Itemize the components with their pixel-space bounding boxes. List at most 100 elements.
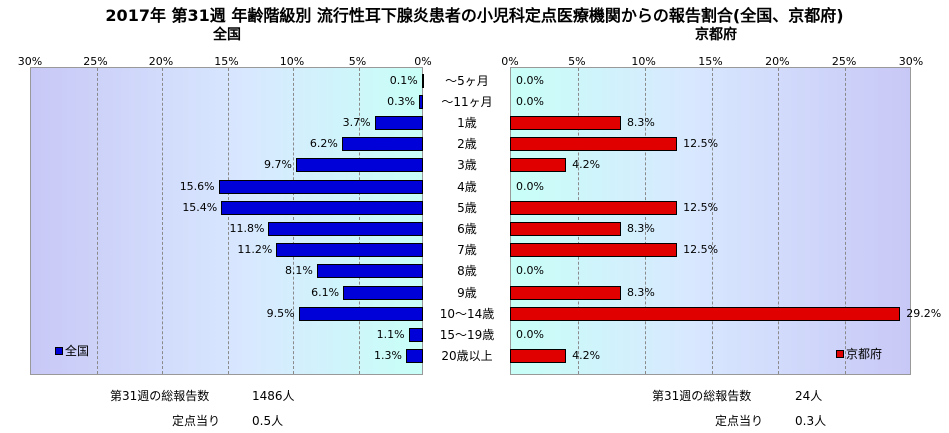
bar-kyoto (510, 221, 621, 236)
legend-left: 全国 (55, 342, 89, 359)
chart-title: 2017年 第31週 年齢階級別 流行性耳下腺炎患者の小児科定点医療機関からの報… (105, 6, 844, 25)
right-tick-label: 30% (898, 55, 924, 68)
right-panel-subtitle: 京都府 (695, 27, 737, 43)
right-tick-label: 25% (831, 55, 857, 68)
data-label-zenkoku: 3.7% (342, 115, 371, 129)
left-panel-subtitle: 全国 (213, 27, 241, 43)
bar-zenkoku (421, 73, 424, 88)
data-label-kyoto: 8.3% (626, 285, 655, 299)
data-label-kyoto: 4.2% (572, 349, 601, 363)
gridline-left-20 (162, 68, 163, 374)
bar-kyoto (510, 137, 678, 152)
bar-zenkoku (408, 327, 423, 342)
data-label-kyoto: 0.0% (516, 94, 544, 108)
legend-right: 京都府 (836, 345, 882, 362)
category-label: 8歳 (457, 264, 477, 279)
bar-kyoto (510, 349, 567, 364)
right-tick-label: 15% (698, 55, 723, 68)
data-label-kyoto: 4.2% (572, 158, 601, 172)
data-label-kyoto: 29.2% (906, 306, 942, 320)
bar-zenkoku (374, 115, 423, 130)
gridline-right-10 (644, 68, 646, 374)
footer-left-per-label: 定点当り (172, 414, 221, 428)
gridline-right-5 (577, 68, 579, 374)
footer-right-per-label: 定点当り (715, 414, 764, 428)
right-tick-label: 10% (631, 55, 656, 68)
category-label: ～5ヶ月 (445, 73, 489, 88)
category-label: 15～19歳 (439, 327, 495, 342)
data-label-zenkoku: 0.3% (387, 94, 416, 108)
footer-right-total-label: 第31週の総報告数 (652, 389, 752, 403)
bar-zenkoku (221, 200, 423, 215)
bar-kyoto (510, 285, 621, 300)
data-label-zenkoku: 11.2% (237, 243, 273, 257)
bar-zenkoku (316, 264, 423, 279)
gridline-right-15 (711, 68, 713, 374)
category-label: 10～14歳 (439, 306, 495, 321)
data-label-zenkoku: 9.5% (266, 306, 295, 320)
footer-right-total-value: 24人 (795, 389, 823, 403)
category-label: ～11ヶ月 (441, 94, 493, 109)
data-label-kyoto: 8.3% (626, 115, 655, 129)
data-label-kyoto: 0.0% (516, 73, 544, 87)
data-label-zenkoku: 6.1% (311, 285, 340, 299)
bar-zenkoku (295, 158, 423, 173)
data-label-zenkoku: 11.8% (229, 221, 265, 235)
category-label: 3歳 (457, 158, 477, 173)
legend-label-kyoto: 京都府 (846, 347, 883, 361)
data-label-zenkoku: 1.1% (376, 327, 405, 341)
legend-label-zenkoku: 全国 (65, 344, 90, 358)
data-label-kyoto: 0.0% (516, 179, 544, 193)
bar-zenkoku (405, 349, 423, 364)
left-tick-label: 15% (214, 55, 239, 68)
left-plot-area (30, 67, 423, 375)
data-label-kyoto: 8.3% (626, 221, 655, 235)
bar-kyoto (510, 243, 678, 258)
bar-zenkoku (276, 243, 423, 258)
data-label-kyoto: 0.0% (516, 264, 544, 278)
gridline-left-5 (358, 68, 360, 374)
category-label: 2歳 (457, 137, 477, 152)
footer-right-per-value: 0.3人 (795, 414, 827, 428)
data-label-zenkoku: 6.2% (309, 137, 338, 151)
gridline-right-20 (778, 68, 780, 374)
data-label-kyoto: 0.0% (516, 327, 544, 341)
category-label: 1歳 (457, 115, 477, 130)
bar-zenkoku (419, 94, 423, 109)
bar-zenkoku (341, 137, 423, 152)
bar-kyoto (510, 200, 678, 215)
data-label-zenkoku: 0.1% (389, 73, 418, 87)
bar-zenkoku (268, 221, 423, 236)
data-label-zenkoku: 9.7% (263, 158, 292, 172)
legend-swatch-kyoto (836, 349, 844, 358)
gridline-right-25 (845, 68, 847, 374)
left-tick-label: 0% (414, 55, 432, 68)
bar-kyoto (510, 306, 901, 321)
data-label-zenkoku: 15.6% (179, 179, 215, 193)
gridline-left-15 (227, 68, 229, 374)
data-label-zenkoku: 8.1% (284, 264, 313, 278)
data-label-kyoto: 12.5% (683, 200, 719, 214)
right-tick-label: 0% (501, 55, 519, 68)
footer-left-total-label: 第31週の総報告数 (110, 389, 210, 403)
data-label-zenkoku: 15.4% (182, 200, 218, 214)
data-label-kyoto: 12.5% (683, 243, 719, 257)
category-label: 6歳 (457, 221, 477, 236)
left-tick-label: 20% (148, 55, 174, 68)
bar-zenkoku (343, 285, 423, 300)
gridline-left-25 (96, 68, 98, 374)
right-tick-label: 5% (568, 55, 586, 68)
gridline-left-10 (293, 68, 294, 374)
footer-left-per-value: 0.5人 (252, 414, 284, 428)
left-tick-label: 5% (348, 55, 367, 68)
right-tick-label: 20% (765, 55, 790, 68)
bar-kyoto (510, 158, 567, 173)
footer-left-total-value: 1486人 (252, 389, 295, 403)
bar-zenkoku (298, 306, 423, 321)
category-label: 4歳 (457, 179, 477, 194)
left-tick-label: 25% (83, 55, 108, 68)
category-label: 5歳 (457, 200, 477, 215)
bar-kyoto (510, 115, 621, 130)
category-label: 7歳 (457, 243, 477, 258)
category-label: 20歳以上 (441, 349, 493, 364)
